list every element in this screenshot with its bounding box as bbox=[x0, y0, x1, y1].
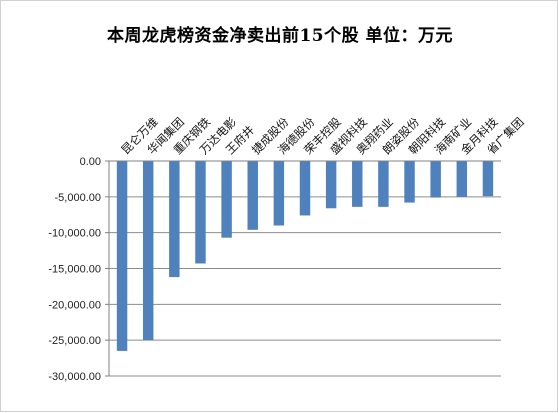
bar bbox=[482, 161, 494, 197]
y-tick-label: -20,000.00 bbox=[48, 299, 101, 311]
bar bbox=[195, 161, 206, 264]
chart-title: 本周龙虎榜资金净卖出前15个股 单位：万元 bbox=[106, 26, 454, 46]
y-tick-label: -25,000.00 bbox=[48, 335, 101, 347]
y-tick-label: -5,000.00 bbox=[55, 192, 101, 204]
bar bbox=[325, 161, 337, 209]
y-tick-label: -30,000.00 bbox=[48, 371, 101, 383]
y-tick-label: 0.00 bbox=[80, 156, 101, 168]
bar bbox=[142, 161, 154, 341]
bar bbox=[404, 161, 415, 203]
bar bbox=[116, 161, 128, 351]
bar bbox=[378, 161, 389, 207]
y-tick-label: -10,000.00 bbox=[48, 228, 101, 240]
bar bbox=[169, 161, 180, 278]
bar bbox=[299, 161, 311, 216]
bar bbox=[352, 161, 363, 207]
bar bbox=[456, 161, 468, 197]
bar bbox=[273, 161, 285, 226]
y-tick-label: -15,000.00 bbox=[48, 264, 101, 276]
bar bbox=[247, 161, 258, 230]
bar bbox=[221, 161, 232, 238]
bar bbox=[430, 161, 441, 198]
